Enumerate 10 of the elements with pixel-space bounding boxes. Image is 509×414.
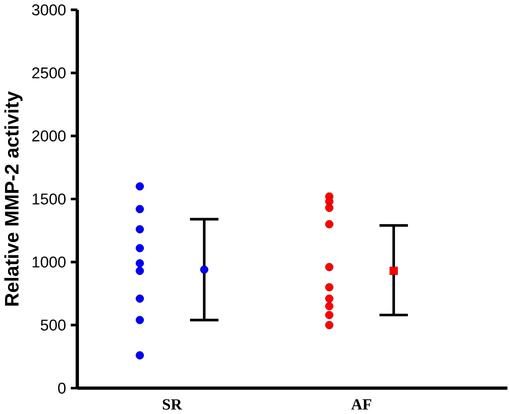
x-tick-label: AF bbox=[351, 399, 372, 410]
y-tick-label: 1500 bbox=[32, 193, 66, 204]
y-tick-label: 1000 bbox=[32, 256, 66, 268]
y-tick-label: 0 bbox=[58, 382, 66, 394]
y-tick-label: 500 bbox=[40, 320, 66, 331]
y-axis-title: Relative MMP-2 activity bbox=[4, 91, 23, 306]
y-tick-label: 3000 bbox=[32, 4, 66, 16]
y-tick-label: 2500 bbox=[32, 67, 66, 78]
y-tick-label: 2000 bbox=[32, 130, 66, 142]
x-tick-label: SR bbox=[162, 399, 182, 410]
